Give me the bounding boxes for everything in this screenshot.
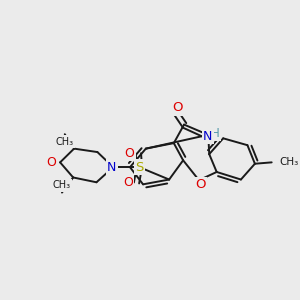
Text: O: O: [124, 147, 134, 160]
Text: O: O: [195, 178, 206, 191]
Text: CH₃: CH₃: [53, 180, 71, 190]
Text: O: O: [46, 156, 56, 169]
Text: O: O: [123, 176, 133, 190]
Text: N: N: [107, 161, 116, 174]
Text: S: S: [135, 161, 143, 174]
Text: O: O: [172, 101, 182, 114]
Text: H: H: [211, 127, 220, 140]
Text: CH₃: CH₃: [279, 158, 298, 167]
Text: N: N: [203, 130, 212, 143]
Text: CH₃: CH₃: [56, 136, 74, 147]
